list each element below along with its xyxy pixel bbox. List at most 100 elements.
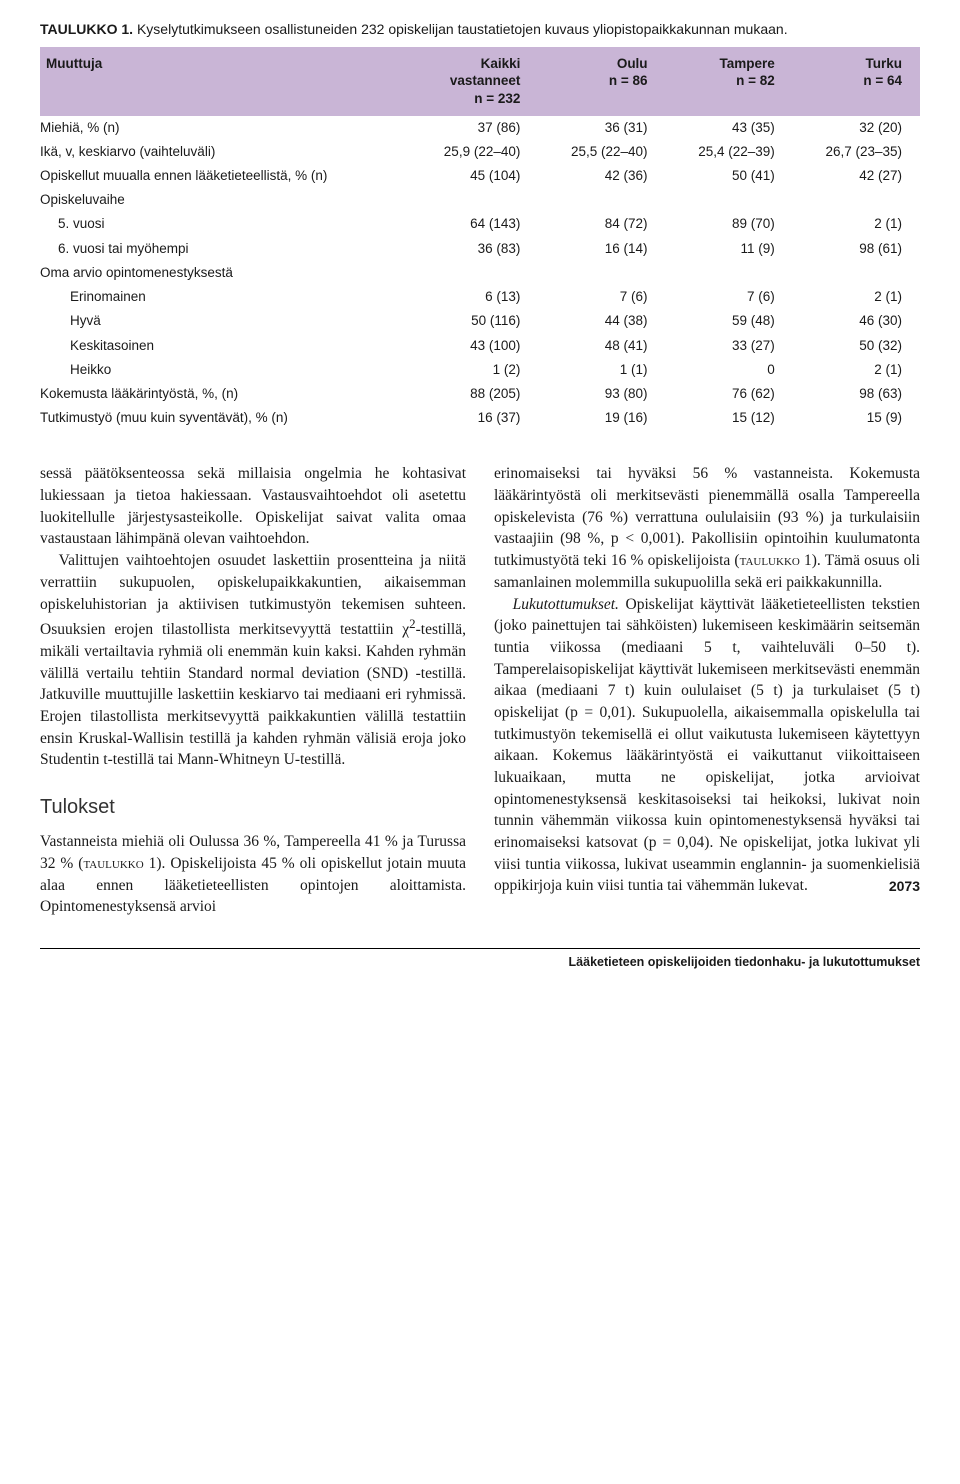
cell: 37 (86) [411, 116, 538, 140]
right-p1: erinomaiseksi tai hyväksi 56 % vastannei… [494, 463, 920, 593]
cell: 1 (2) [411, 358, 538, 382]
cell: 43 (100) [411, 334, 538, 358]
table-row: Hyvä50 (116)44 (38)59 (48)46 (30) [40, 309, 920, 333]
page-number: 2073 [870, 877, 920, 897]
row-label: Oma arvio opintomenestyksestä [40, 261, 411, 285]
col-1-header: Kaikki vastanneetn = 232 [411, 47, 538, 116]
cell: 2 (1) [793, 358, 920, 382]
cell: 32 (20) [793, 116, 920, 140]
right-column: erinomaiseksi tai hyväksi 56 % vastannei… [494, 463, 920, 918]
left-column: sessä päätöksenteossa sekä millaisia ong… [40, 463, 466, 918]
cell: 15 (9) [793, 406, 920, 435]
row-label: Opiskeluvaihe [40, 188, 411, 212]
left-p3: Vastanneista miehiä oli Oulussa 36 %, Ta… [40, 831, 466, 918]
table-row: Opiskellut muualla ennen lääketieteellis… [40, 164, 920, 188]
cell: 36 (31) [538, 116, 665, 140]
cell: 48 (41) [538, 334, 665, 358]
table-body: Miehiä, % (n)37 (86)36 (31)43 (35)32 (20… [40, 116, 920, 436]
cell: 42 (36) [538, 164, 665, 188]
col-2-header: Oulu n = 86 [538, 47, 665, 116]
cell: 44 (38) [538, 309, 665, 333]
left-p1: sessä päätöksenteossa sekä millaisia ong… [40, 463, 466, 550]
cell: 88 (205) [411, 382, 538, 406]
cell: 98 (61) [793, 237, 920, 261]
cell: 2 (1) [793, 212, 920, 236]
col-1-sub: vastanneetn = 232 [450, 73, 521, 106]
cell [666, 188, 793, 212]
left-p2: Valittujen vaihtoehtojen osuudet laskett… [40, 550, 466, 771]
page: TAULUKKO 1. Kyselytutkimukseen osallistu… [0, 0, 960, 989]
col-3-header: Tampere n = 82 [666, 47, 793, 116]
table-ref: taulukko 1 [83, 855, 156, 872]
row-label: Erinomainen [40, 285, 411, 309]
row-label: Heikko [40, 358, 411, 382]
row-label: 6. vuosi tai myöhempi [40, 237, 411, 261]
table-label: TAULUKKO 1. [40, 21, 133, 37]
cell [666, 261, 793, 285]
cell: 7 (6) [666, 285, 793, 309]
cell: 36 (83) [411, 237, 538, 261]
cell: 42 (27) [793, 164, 920, 188]
col-4-header: Turku n = 64 [793, 47, 920, 116]
cell: 33 (27) [666, 334, 793, 358]
col-0-header: Muuttuja [40, 47, 411, 116]
cell [411, 261, 538, 285]
row-label: Hyvä [40, 309, 411, 333]
table-row: Heikko1 (2)1 (1)02 (1) [40, 358, 920, 382]
table-row: Ikä, v, keskiarvo (vaihteluväli)25,9 (22… [40, 140, 920, 164]
cell: 25,5 (22–40) [538, 140, 665, 164]
table-row: Erinomainen6 (13)7 (6)7 (6)2 (1) [40, 285, 920, 309]
table-row: Keskitasoinen43 (100)48 (41)33 (27)50 (3… [40, 334, 920, 358]
table-caption-text: Kyselytutkimukseen osallistuneiden 232 o… [137, 21, 788, 37]
cell: 93 (80) [538, 382, 665, 406]
row-label: 5. vuosi [40, 212, 411, 236]
cell: 26,7 (23–35) [793, 140, 920, 164]
subhead-lukutottumukset: Lukutottumukset. [513, 596, 619, 613]
row-label: Opiskellut muualla ennen lääketieteellis… [40, 164, 411, 188]
right-p2: Lukutottumukset. Opiskelijat käyttivät l… [494, 594, 920, 898]
cell [793, 188, 920, 212]
body-columns: sessä päätöksenteossa sekä millaisia ong… [40, 463, 920, 918]
table-row: Tutkimustyö (muu kuin syventävät), % (n)… [40, 406, 920, 435]
cell: 16 (14) [538, 237, 665, 261]
cell: 64 (143) [411, 212, 538, 236]
table-caption: TAULUKKO 1. Kyselytutkimukseen osallistu… [40, 20, 920, 39]
table-1: Muuttuja Kaikki vastanneetn = 232 Oulu n… [40, 47, 920, 435]
cell: 15 (12) [666, 406, 793, 435]
cell [411, 188, 538, 212]
cell: 45 (104) [411, 164, 538, 188]
cell: 25,9 (22–40) [411, 140, 538, 164]
table-row: 5. vuosi64 (143)84 (72)89 (70)2 (1) [40, 212, 920, 236]
cell [793, 261, 920, 285]
cell: 59 (48) [666, 309, 793, 333]
table-row: Opiskeluvaihe [40, 188, 920, 212]
cell: 84 (72) [538, 212, 665, 236]
cell: 1 (1) [538, 358, 665, 382]
row-label: Tutkimustyö (muu kuin syventävät), % (n) [40, 406, 411, 435]
cell: 16 (37) [411, 406, 538, 435]
table-ref-2: taulukko 1 [740, 552, 812, 569]
table-row: 6. vuosi tai myöhempi36 (83)16 (14)11 (9… [40, 237, 920, 261]
cell: 50 (32) [793, 334, 920, 358]
cell: 7 (6) [538, 285, 665, 309]
cell [538, 261, 665, 285]
cell: 2 (1) [793, 285, 920, 309]
row-label: Keskitasoinen [40, 334, 411, 358]
running-footer: Lääketieteen opiskelijoiden tiedonhaku- … [40, 948, 920, 969]
row-label: Miehiä, % (n) [40, 116, 411, 140]
cell: 98 (63) [793, 382, 920, 406]
cell [538, 188, 665, 212]
cell: 50 (41) [666, 164, 793, 188]
table-row: Oma arvio opintomenestyksestä [40, 261, 920, 285]
cell: 25,4 (22–39) [666, 140, 793, 164]
cell: 43 (35) [666, 116, 793, 140]
cell: 11 (9) [666, 237, 793, 261]
cell: 50 (116) [411, 309, 538, 333]
table-header: Muuttuja Kaikki vastanneetn = 232 Oulu n… [40, 47, 920, 116]
row-label: Kokemusta lääkärintyöstä, %, (n) [40, 382, 411, 406]
cell: 19 (16) [538, 406, 665, 435]
cell: 46 (30) [793, 309, 920, 333]
table-row: Kokemusta lääkärintyöstä, %, (n)88 (205)… [40, 382, 920, 406]
results-heading: Tulokset [40, 793, 466, 821]
row-label: Ikä, v, keskiarvo (vaihteluväli) [40, 140, 411, 164]
